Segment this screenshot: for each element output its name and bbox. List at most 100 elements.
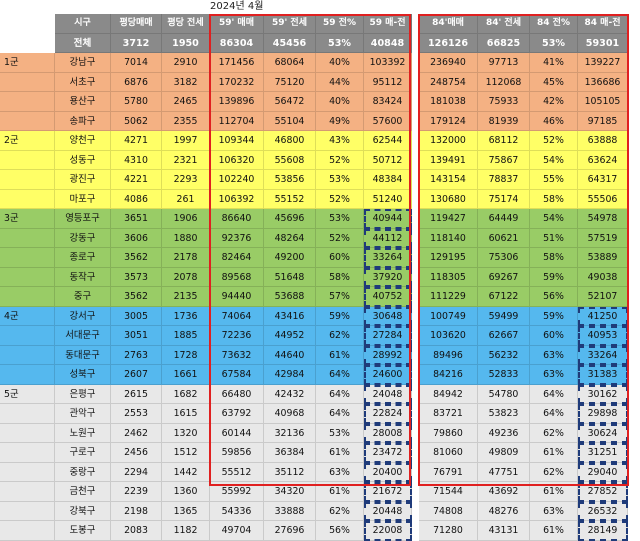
ratio-59-cell[interactable]: 52% [316, 189, 364, 209]
sale-84-cell[interactable]: 89496 [419, 345, 478, 365]
sale-84-cell[interactable]: 139491 [419, 150, 478, 170]
ratio-59-cell[interactable]: 58% [316, 267, 364, 287]
sale-84-cell[interactable]: 84942 [419, 384, 478, 404]
jeonse-per-pyeong-cell[interactable]: 2135 [162, 287, 210, 307]
jeonse-84-cell[interactable]: 59499 [478, 306, 530, 326]
sale-84-cell[interactable]: 111229 [419, 287, 478, 307]
sale-59-cell[interactable]: 102240 [210, 170, 264, 190]
ratio-84-cell[interactable]: 63% [530, 345, 578, 365]
jeonse-per-pyeong-cell[interactable]: 2355 [162, 111, 210, 131]
group-label-cell[interactable]: 1군 [0, 53, 55, 73]
header-cell-district[interactable]: 시구 [55, 14, 111, 34]
ratio-84-cell[interactable]: 45% [530, 72, 578, 92]
sale-84-cell[interactable]: 81060 [419, 443, 478, 463]
jeonse-per-pyeong-cell[interactable]: 2178 [162, 248, 210, 268]
group-label-cell[interactable] [0, 267, 55, 287]
jeonse-59-cell[interactable]: 45696 [264, 209, 316, 229]
price-per-pyeong-cell[interactable]: 3562 [111, 287, 162, 307]
gap-84-cell[interactable]: 64317 [578, 170, 628, 190]
ratio-59-cell[interactable]: 63% [316, 462, 364, 482]
group-label-cell[interactable] [0, 326, 55, 346]
gap-84-cell[interactable]: 52107 [578, 287, 628, 307]
gap-84-cell[interactable]: 53889 [578, 248, 628, 268]
header-cell-59-sale[interactable]: 59' 매매 [210, 14, 264, 34]
sale-84-cell[interactable]: 118305 [419, 267, 478, 287]
summary-cell[interactable]: 45456 [264, 33, 316, 53]
district-cell[interactable]: 용산구 [55, 92, 111, 112]
gap-84-cell[interactable]: 31251 [578, 443, 628, 463]
jeonse-59-cell[interactable]: 53688 [264, 287, 316, 307]
sale-84-cell[interactable]: 181038 [419, 92, 478, 112]
jeonse-59-cell[interactable]: 55104 [264, 111, 316, 131]
group-label-cell[interactable] [0, 72, 55, 92]
gap-84-cell[interactable]: 26532 [578, 501, 628, 521]
jeonse-per-pyeong-cell[interactable]: 1880 [162, 228, 210, 248]
ratio-59-cell[interactable]: 49% [316, 111, 364, 131]
jeonse-59-cell[interactable]: 55152 [264, 189, 316, 209]
price-per-pyeong-cell[interactable]: 5062 [111, 111, 162, 131]
gap-84-cell[interactable]: 105105 [578, 92, 628, 112]
jeonse-59-cell[interactable]: 34320 [264, 482, 316, 502]
jeonse-per-pyeong-cell[interactable]: 2910 [162, 53, 210, 73]
jeonse-84-cell[interactable]: 47751 [478, 462, 530, 482]
group-label-cell[interactable] [0, 92, 55, 112]
price-per-pyeong-cell[interactable]: 2462 [111, 423, 162, 443]
jeonse-per-pyeong-cell[interactable]: 1360 [162, 482, 210, 502]
sale-59-cell[interactable]: 171456 [210, 53, 264, 73]
gap-59-cell[interactable]: 83424 [364, 92, 412, 112]
jeonse-84-cell[interactable]: 54780 [478, 384, 530, 404]
jeonse-per-pyeong-cell[interactable]: 2465 [162, 92, 210, 112]
ratio-59-cell[interactable]: 61% [316, 482, 364, 502]
gap-84-cell[interactable]: 29898 [578, 404, 628, 424]
gap-84-cell[interactable]: 49038 [578, 267, 628, 287]
group-label-cell[interactable]: 4군 [0, 306, 55, 326]
ratio-84-cell[interactable]: 63% [530, 365, 578, 385]
group-label-cell[interactable] [0, 443, 55, 463]
price-per-pyeong-cell[interactable]: 4221 [111, 170, 162, 190]
gap-59-cell[interactable]: 95112 [364, 72, 412, 92]
price-per-pyeong-cell[interactable]: 2239 [111, 482, 162, 502]
sale-84-cell[interactable]: 132000 [419, 131, 478, 151]
gap-84-cell[interactable]: 63624 [578, 150, 628, 170]
gap-59-cell[interactable]: 30648 [364, 306, 412, 326]
jeonse-per-pyeong-cell[interactable]: 1682 [162, 384, 210, 404]
jeonse-84-cell[interactable]: 60621 [478, 228, 530, 248]
price-per-pyeong-cell[interactable]: 2083 [111, 521, 162, 541]
summary-cell[interactable]: 66825 [478, 33, 530, 53]
sale-84-cell[interactable]: 118140 [419, 228, 478, 248]
jeonse-59-cell[interactable]: 53856 [264, 170, 316, 190]
jeonse-per-pyeong-cell[interactable]: 1906 [162, 209, 210, 229]
gap-59-cell[interactable]: 37920 [364, 267, 412, 287]
district-cell[interactable]: 중구 [55, 287, 111, 307]
district-cell[interactable]: 강서구 [55, 306, 111, 326]
ratio-59-cell[interactable]: 61% [316, 345, 364, 365]
summary-cell[interactable]: 40848 [364, 33, 412, 53]
jeonse-84-cell[interactable]: 75867 [478, 150, 530, 170]
sale-59-cell[interactable]: 73632 [210, 345, 264, 365]
jeonse-84-cell[interactable]: 75306 [478, 248, 530, 268]
jeonse-84-cell[interactable]: 52833 [478, 365, 530, 385]
gap-84-cell[interactable]: 57519 [578, 228, 628, 248]
summary-cell[interactable]: 59301 [578, 33, 628, 53]
price-per-pyeong-cell[interactable]: 2553 [111, 404, 162, 424]
summary-cell[interactable]: 3712 [111, 33, 162, 53]
jeonse-84-cell[interactable]: 69267 [478, 267, 530, 287]
jeonse-59-cell[interactable]: 32136 [264, 423, 316, 443]
jeonse-59-cell[interactable]: 49200 [264, 248, 316, 268]
group-label-cell[interactable] [0, 287, 55, 307]
price-per-pyeong-cell[interactable]: 3051 [111, 326, 162, 346]
jeonse-per-pyeong-cell[interactable]: 3182 [162, 72, 210, 92]
jeonse-84-cell[interactable]: 43131 [478, 521, 530, 541]
jeonse-per-pyeong-cell[interactable]: 1512 [162, 443, 210, 463]
gap-84-cell[interactable]: 28149 [578, 521, 628, 541]
summary-cell[interactable]: 53% [530, 33, 578, 53]
district-cell[interactable]: 광진구 [55, 170, 111, 190]
jeonse-per-pyeong-cell[interactable]: 2078 [162, 267, 210, 287]
group-label-cell[interactable] [0, 228, 55, 248]
ratio-59-cell[interactable]: 43% [316, 131, 364, 151]
jeonse-59-cell[interactable]: 42432 [264, 384, 316, 404]
gap-59-cell[interactable]: 62544 [364, 131, 412, 151]
sale-84-cell[interactable]: 100749 [419, 306, 478, 326]
ratio-84-cell[interactable]: 64% [530, 404, 578, 424]
gap-59-cell[interactable]: 103392 [364, 53, 412, 73]
